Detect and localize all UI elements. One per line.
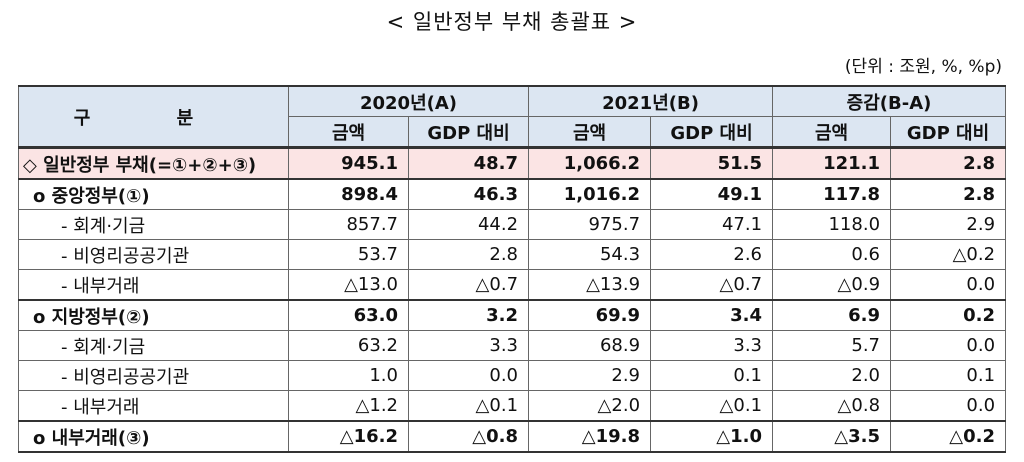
cell-value: 945.1 xyxy=(288,146,409,180)
cell-value: △3.5 xyxy=(772,420,892,453)
cell-value: 2.0 xyxy=(772,360,892,391)
year-header: 2021년(B) xyxy=(528,85,774,117)
table-row: - 비영리공공기관 1.0 0.0 2.9 0.1 2.0 0.1 xyxy=(18,360,1007,391)
row-label: - 내부거래 xyxy=(18,390,289,422)
row-label: - 내부거래 xyxy=(18,269,289,301)
cell-value: 0.0 xyxy=(890,330,1007,361)
cell-value: △0.2 xyxy=(890,239,1007,270)
cell-value: △1.0 xyxy=(650,420,774,453)
category-header: 구 분 xyxy=(18,85,289,149)
table-row: ◇ 일반정부 부채(=①+②+③) 945.1 48.7 1,066.2 51.5 121… xyxy=(18,146,1007,180)
cell-value: 48.7 xyxy=(407,146,530,180)
cell-value: 0.0 xyxy=(407,360,530,391)
cell-value: 2.8 xyxy=(890,178,1007,210)
sub-header: 금액 xyxy=(288,116,409,149)
cell-value: 49.1 xyxy=(650,178,774,210)
row-label: - 회계·기금 xyxy=(18,330,289,361)
cell-value: 0.6 xyxy=(772,239,892,270)
cell-value: 0.0 xyxy=(890,269,1007,301)
cell-value: 2.9 xyxy=(528,360,652,391)
header-row: 구 분 2020년(A) 2021년(B) 증감(B-A) xyxy=(18,85,1007,149)
debt-table: 구 분 2020년(A) 2021년(B) 증감(B-A) 금액 GDP 대비 금액 GDP … xyxy=(18,85,1007,453)
header-row: 금액 GDP 대비 금액 GDP 대비 금액 GDP 대비 xyxy=(19,116,1007,149)
cell-value: △0.1 xyxy=(407,390,530,422)
cell-value: 1,066.2 xyxy=(528,146,652,180)
cell-value: 2.8 xyxy=(407,239,530,270)
row-label: - 회계·기금 xyxy=(18,209,289,240)
cell-value: 68.9 xyxy=(528,330,652,361)
cell-value: 2.8 xyxy=(890,146,1007,180)
cell-value: 47.1 xyxy=(650,209,774,240)
cell-value: 0.0 xyxy=(890,390,1007,422)
cell-value: △2.0 xyxy=(528,390,652,422)
sub-header: GDP 대비 xyxy=(407,116,530,149)
cell-value: △13.0 xyxy=(288,269,409,301)
table-row: - 비영리공공기관 53.7 2.8 54.3 2.6 0.6 △0.2 xyxy=(18,239,1007,270)
cell-value: 3.3 xyxy=(407,330,530,361)
year-header: 2020년(A) xyxy=(287,85,530,117)
row-label: - 비영리공공기관 xyxy=(18,239,289,270)
table-row: - 회계·기금 63.2 3.3 68.9 3.3 5.7 0.0 xyxy=(18,330,1007,361)
cell-value: 3.2 xyxy=(407,299,530,331)
unit-note: (단위 : 조원, %, %p) xyxy=(844,57,1002,77)
cell-value: 63.2 xyxy=(288,330,409,361)
cell-value: 1.0 xyxy=(288,360,409,391)
table-row: - 내부거래 △13.0 △0.7 △13.9 △0.7 △0.9 0.0 xyxy=(18,269,1007,301)
table-row: o 내부거래(③) △16.2 △0.8 △19.8 △1.0 △3.5 △0.2 xyxy=(18,420,1007,453)
cell-value: 3.3 xyxy=(650,330,774,361)
sub-header: 금액 xyxy=(772,116,892,149)
cell-value: 117.8 xyxy=(772,178,892,210)
cell-value: 2.6 xyxy=(650,239,774,270)
cell-value: 46.3 xyxy=(407,178,530,210)
cell-value: △0.8 xyxy=(772,390,892,422)
cell-value: 118.0 xyxy=(772,209,892,240)
cell-value: △13.9 xyxy=(528,269,652,301)
sub-header: 금액 xyxy=(528,116,652,149)
cell-value: △19.8 xyxy=(528,420,652,453)
table-row: o 중앙정부(①) 898.4 46.3 1,016.2 49.1 117.8 2.8 xyxy=(18,178,1007,210)
row-label: - 비영리공공기관 xyxy=(18,360,289,391)
cell-value: 0.1 xyxy=(890,360,1007,391)
cell-value: 44.2 xyxy=(407,209,530,240)
cell-value: 2.9 xyxy=(890,209,1007,240)
cell-value: 54.3 xyxy=(528,239,652,270)
table-row: - 내부거래 △1.2 △0.1 △2.0 △0.1 △0.8 0.0 xyxy=(18,390,1007,422)
cell-value: 69.9 xyxy=(528,299,652,331)
sub-header: GDP 대비 xyxy=(650,116,774,149)
year-header: 증감(B-A) xyxy=(772,85,1007,117)
cell-value: △0.9 xyxy=(772,269,892,301)
sub-header: GDP 대비 xyxy=(890,116,1007,149)
table-row: o 지방정부(②) 63.0 3.2 69.9 3.4 6.9 0.2 xyxy=(18,299,1007,331)
row-label: o 내부거래(③) xyxy=(18,420,289,453)
cell-value: 5.7 xyxy=(772,330,892,361)
cell-value: 53.7 xyxy=(288,239,409,270)
row-label: ◇ 일반정부 부채(=①+②+③) xyxy=(18,146,289,180)
cell-value: △1.2 xyxy=(288,390,409,422)
cell-value: △0.8 xyxy=(407,420,530,453)
row-label: o 지방정부(②) xyxy=(18,299,289,331)
cell-value: 857.7 xyxy=(288,209,409,240)
table-row: - 회계·기금 857.7 44.2 975.7 47.1 118.0 2.9 xyxy=(18,209,1007,240)
cell-value: 0.1 xyxy=(650,360,774,391)
cell-value: △0.2 xyxy=(890,420,1007,453)
cell-value: 3.4 xyxy=(650,299,774,331)
cell-value: 975.7 xyxy=(528,209,652,240)
cell-value: 51.5 xyxy=(650,146,774,180)
cell-value: 6.9 xyxy=(772,299,892,331)
title: < 일반정부 부채 총괄표 > xyxy=(386,10,638,34)
cell-value: △16.2 xyxy=(288,420,409,453)
cell-value: △0.1 xyxy=(650,390,774,422)
cell-value: 1,016.2 xyxy=(528,178,652,210)
cell-value: 0.2 xyxy=(890,299,1007,331)
cell-value: 63.0 xyxy=(288,299,409,331)
cell-value: △0.7 xyxy=(407,269,530,301)
row-label: o 중앙정부(①) xyxy=(18,178,289,210)
cell-value: 121.1 xyxy=(772,146,892,180)
cell-value: 898.4 xyxy=(288,178,409,210)
cell-value: △0.7 xyxy=(650,269,774,301)
